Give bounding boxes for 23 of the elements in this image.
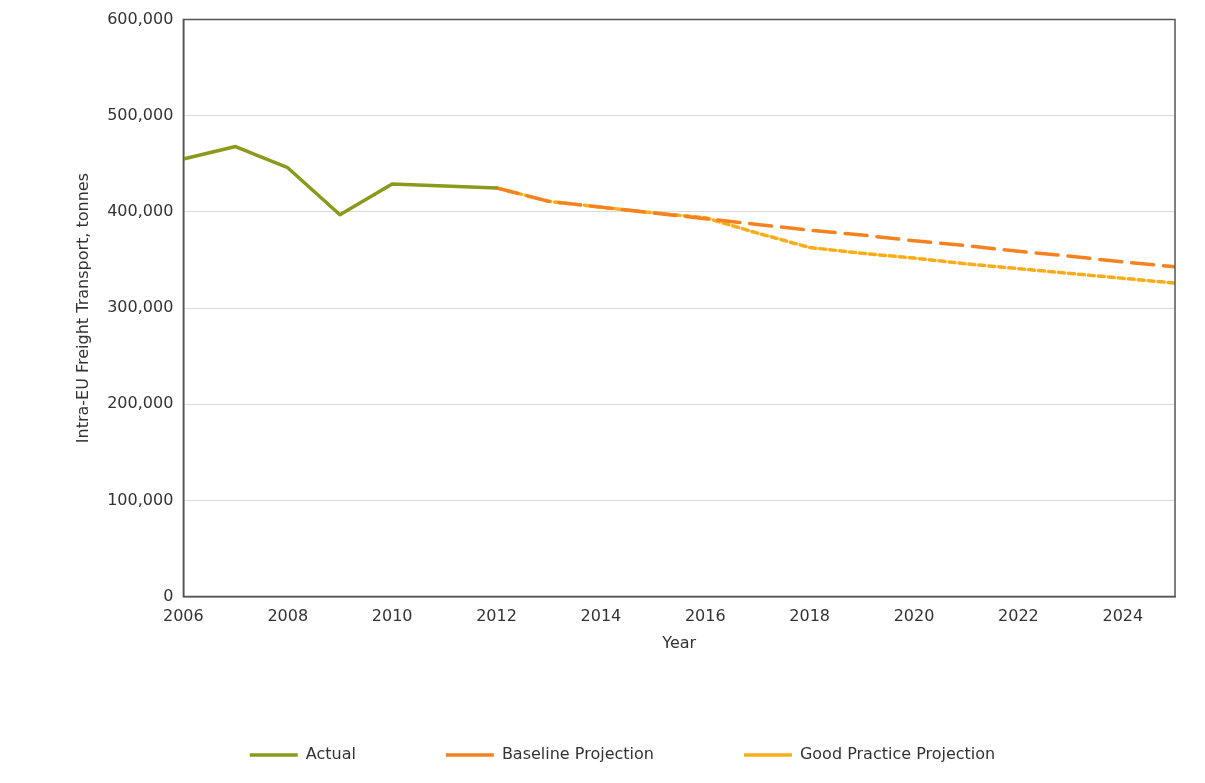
x-tick-label: 2014 <box>580 606 622 626</box>
x-tick-label: 2012 <box>476 606 517 626</box>
y-tick-label: 200,000 <box>107 393 174 413</box>
y-tick-label: 600,000 <box>107 8 174 28</box>
x-tick-label: 2008 <box>267 606 309 626</box>
x-tick-label: 2022 <box>998 606 1039 626</box>
legend-label: Good Practice Projection <box>799 744 996 764</box>
x-tick-label: 2018 <box>789 606 831 626</box>
y-tick-label: 500,000 <box>107 104 174 124</box>
x-tick-label: 2024 <box>1102 606 1144 626</box>
x-tick-label: 2006 <box>163 606 204 626</box>
y-tick-label: 300,000 <box>107 297 174 317</box>
x-tick-label: 2020 <box>893 606 935 626</box>
y-tick-label: 0 <box>163 585 174 605</box>
legend-label: Baseline Projection <box>501 744 654 764</box>
line-series <box>494 186 1175 269</box>
x-tick-label: 2010 <box>371 606 413 626</box>
y-tick-label: 400,000 <box>107 201 174 221</box>
y-axis-title: Intra-EU Freight Transport, tonnes <box>72 173 92 444</box>
legend-label: Actual <box>305 744 356 764</box>
y-tick-label: 100,000 <box>107 489 174 509</box>
x-axis-title: Year <box>661 632 697 652</box>
x-tick-label: 2016 <box>684 606 726 626</box>
